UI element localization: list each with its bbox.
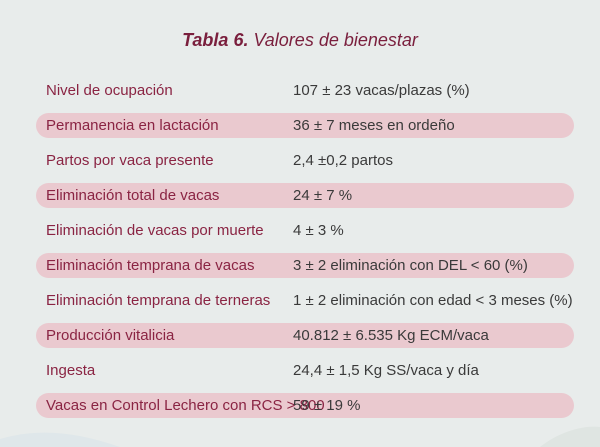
- table-row: Ingesta 24,4 ± 1,5 Kg SS/vaca y día: [36, 353, 574, 388]
- row-label: Eliminación temprana de terneras: [46, 292, 271, 309]
- row-label: Eliminación temprana de vacas: [46, 257, 255, 274]
- table-row: Nivel de ocupación 107 ± 23 vacas/plazas…: [36, 73, 574, 108]
- table-body: Nivel de ocupación 107 ± 23 vacas/plazas…: [36, 73, 574, 423]
- row-label: Nivel de ocupación: [46, 82, 173, 99]
- row-label: Eliminación de vacas por muerte: [46, 222, 264, 239]
- table-row: Eliminación temprana de terneras 1 ± 2 e…: [36, 283, 574, 318]
- table-title-text: Valores de bienestar: [253, 30, 418, 50]
- table-row: Eliminación total de vacas 24 ± 7 %: [36, 178, 574, 213]
- row-value: 2,4 ±0,2 partos: [293, 152, 393, 169]
- row-label: Partos por vaca presente: [46, 152, 214, 169]
- row-value: 4 ± 3 %: [293, 222, 344, 239]
- row-band: [36, 113, 574, 138]
- row-value: 107 ± 23 vacas/plazas (%): [293, 82, 470, 99]
- table-row: Partos por vaca presente 2,4 ±0,2 partos: [36, 143, 574, 178]
- table-title-number: Tabla 6.: [182, 30, 249, 50]
- row-band: [36, 253, 574, 278]
- row-value: 24,4 ± 1,5 Kg SS/vaca y día: [293, 362, 479, 379]
- table-row: Vacas en Control Lechero con RCS > 800 5…: [36, 388, 574, 423]
- row-band: [36, 323, 574, 348]
- row-label: Permanencia en lactación: [46, 117, 219, 134]
- table-row: Producción vitalicia 40.812 ± 6.535 Kg E…: [36, 318, 574, 353]
- table-row: Permanencia en lactación 36 ± 7 meses en…: [36, 108, 574, 143]
- row-value: 40.812 ± 6.535 Kg ECM/vaca: [293, 327, 489, 344]
- row-value: 59 ± 19 %: [293, 397, 361, 414]
- row-value: 24 ± 7 %: [293, 187, 353, 204]
- row-value: 3 ± 2 eliminación con DEL < 60 (%): [293, 257, 528, 274]
- row-value: 1 ± 2 eliminación con edad < 3 meses (%): [293, 292, 573, 309]
- row-label: Producción vitalicia: [46, 327, 175, 344]
- row-label: Eliminación total de vacas: [46, 187, 220, 204]
- row-band: [36, 393, 574, 418]
- table-row: Eliminación de vacas por muerte 4 ± 3 %: [36, 213, 574, 248]
- row-value: 36 ± 7 meses en ordeño: [293, 117, 455, 134]
- row-band: [36, 183, 574, 208]
- row-label: Ingesta: [46, 362, 96, 379]
- table-title: Tabla 6. Valores de bienestar: [0, 29, 600, 51]
- table-row: Eliminación temprana de vacas 3 ± 2 elim…: [36, 248, 574, 283]
- row-label: Vacas en Control Lechero con RCS > 800: [46, 397, 325, 414]
